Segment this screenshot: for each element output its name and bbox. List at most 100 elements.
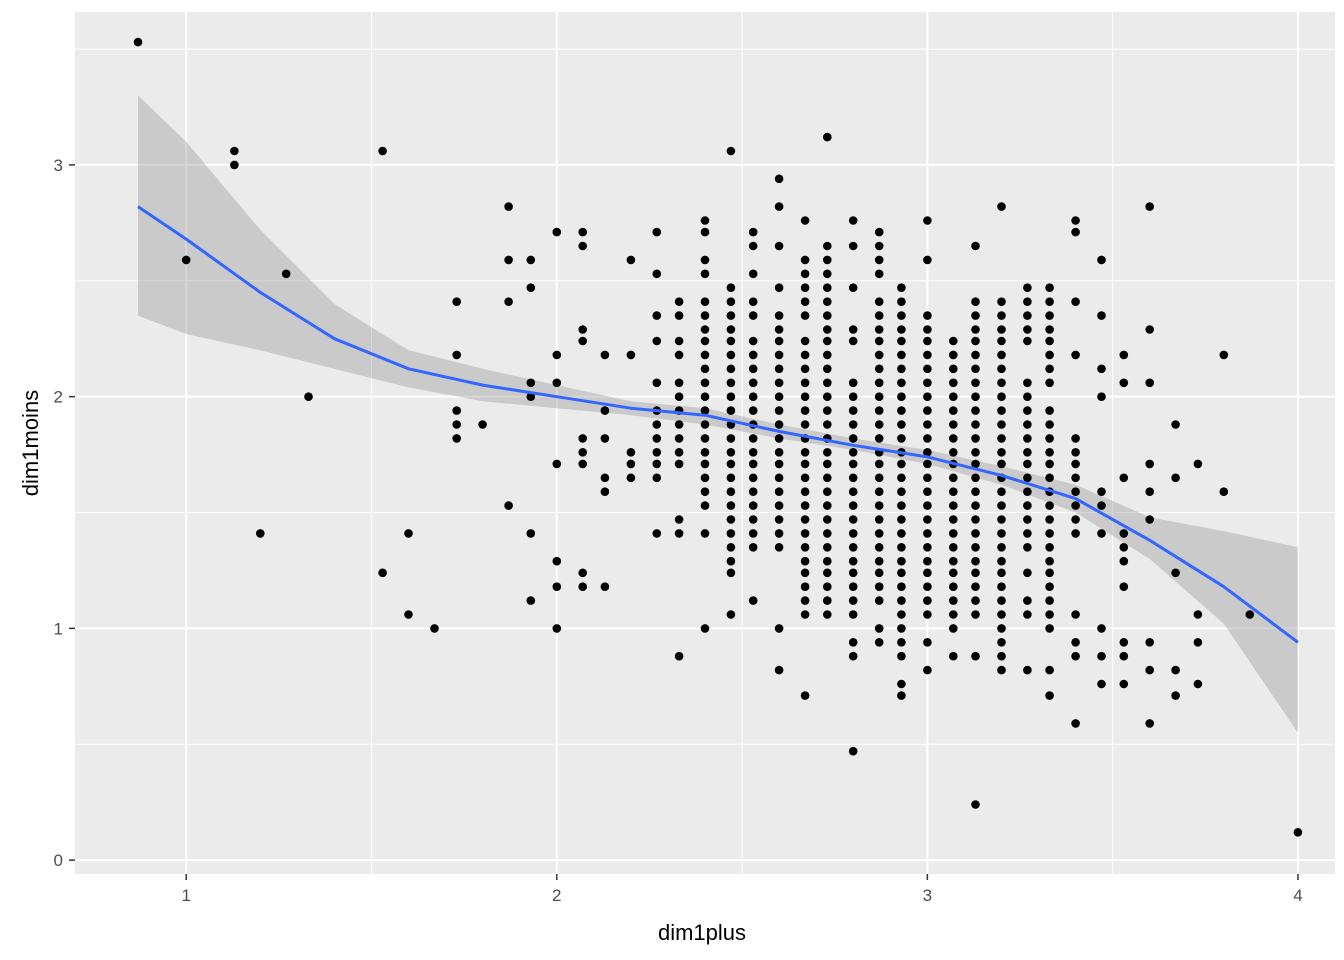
data-point <box>923 568 932 578</box>
data-point <box>971 543 980 552</box>
data-point <box>823 529 832 538</box>
confidence-band <box>138 95 1298 733</box>
data-point <box>748 543 758 552</box>
data-point <box>897 596 906 605</box>
data-point <box>897 638 906 647</box>
data-point <box>552 624 562 633</box>
data-point <box>1023 515 1032 524</box>
data-point <box>748 515 758 524</box>
data-point <box>848 501 858 510</box>
data-point <box>748 227 758 237</box>
data-point <box>823 350 832 360</box>
data-point <box>652 420 662 429</box>
data-point <box>1023 283 1032 293</box>
data-point <box>923 392 932 402</box>
data-point <box>923 448 932 457</box>
data-point <box>971 651 980 661</box>
data-point <box>874 255 884 265</box>
data-point <box>1171 473 1180 483</box>
data-point <box>997 325 1006 334</box>
data-point <box>874 638 884 647</box>
data-point <box>823 269 832 279</box>
data-point <box>874 543 884 552</box>
data-point <box>897 283 906 293</box>
data-point <box>997 582 1006 591</box>
data-point <box>652 336 662 346</box>
data-point <box>526 529 536 538</box>
data-point <box>600 582 610 591</box>
y-tick-label: 0 <box>54 851 63 870</box>
data-point <box>674 420 684 429</box>
data-point <box>848 582 858 591</box>
x-tick-label: 2 <box>552 886 561 905</box>
data-point <box>971 406 980 415</box>
data-point <box>971 311 980 320</box>
data-point <box>923 638 932 647</box>
data-point <box>923 311 932 320</box>
data-point <box>800 473 810 483</box>
data-point <box>874 336 884 346</box>
data-point <box>823 132 832 142</box>
data-point <box>997 638 1006 647</box>
data-point <box>897 473 906 483</box>
data-point <box>1045 283 1054 293</box>
data-point <box>1097 255 1106 265</box>
data-point <box>1145 665 1154 675</box>
data-point <box>874 582 884 591</box>
data-point <box>133 37 143 47</box>
data-point <box>1097 651 1106 661</box>
data-point <box>848 596 858 605</box>
data-point <box>800 448 810 457</box>
data-point <box>800 378 810 388</box>
data-point <box>1023 665 1032 675</box>
data-point <box>1171 420 1180 429</box>
data-point <box>726 146 736 156</box>
x-tick-label: 1 <box>181 886 190 905</box>
data-point <box>949 487 958 497</box>
data-point <box>526 596 536 605</box>
data-point <box>823 325 832 334</box>
data-point <box>1071 297 1080 307</box>
data-point <box>1023 392 1032 402</box>
data-point <box>748 596 758 605</box>
data-point <box>897 556 906 566</box>
data-point <box>1171 691 1180 700</box>
data-point <box>700 227 710 237</box>
data-point <box>923 596 932 605</box>
data-point <box>897 420 906 429</box>
data-point <box>774 448 784 457</box>
data-point <box>404 529 413 538</box>
data-point <box>971 501 980 510</box>
data-point <box>874 487 884 497</box>
data-point <box>971 610 980 619</box>
data-point <box>971 515 980 524</box>
data-point <box>1071 487 1080 497</box>
data-point <box>748 350 758 360</box>
data-point <box>700 473 710 483</box>
data-point <box>774 350 784 360</box>
data-point <box>874 515 884 524</box>
data-point <box>478 420 487 429</box>
data-point <box>626 448 636 457</box>
data-point <box>823 406 832 415</box>
y-axis: 0 1 2 3 <box>54 156 75 870</box>
data-point <box>1097 364 1106 374</box>
data-point <box>578 325 587 334</box>
data-point <box>726 543 736 552</box>
data-point <box>1219 487 1229 497</box>
data-point <box>897 568 906 578</box>
smooth-line-layer <box>137 205 1299 644</box>
data-point <box>748 392 758 402</box>
data-point <box>997 556 1006 566</box>
data-point <box>800 364 810 374</box>
data-point <box>748 378 758 388</box>
data-point <box>949 515 958 524</box>
data-point <box>1045 515 1054 524</box>
y-tick-label: 2 <box>54 388 63 407</box>
data-point <box>674 515 684 524</box>
y-tick-label: 1 <box>54 619 63 638</box>
data-point <box>1071 719 1080 728</box>
data-point <box>848 556 858 566</box>
data-point <box>674 297 684 307</box>
data-point <box>1045 406 1054 415</box>
